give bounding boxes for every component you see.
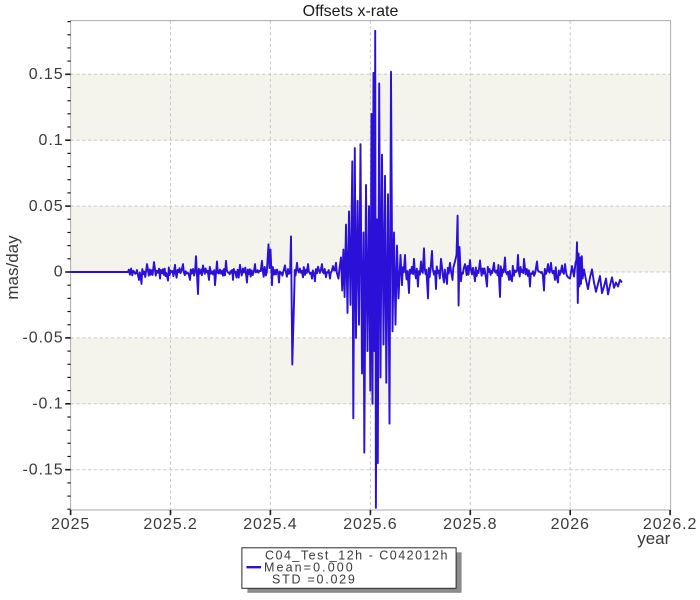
- svg-text:C04_Test_12h - C042012h: C04_Test_12h - C042012h: [265, 548, 449, 562]
- svg-text:2025.4: 2025.4: [243, 516, 297, 533]
- svg-text:-0.05: -0.05: [23, 330, 64, 347]
- svg-text:2025.6: 2025.6: [343, 516, 397, 533]
- svg-text:-0.15: -0.15: [23, 461, 64, 478]
- svg-text:2025.8: 2025.8: [443, 516, 497, 533]
- svg-text:year: year: [637, 529, 670, 548]
- svg-text:-0.1: -0.1: [32, 396, 63, 413]
- svg-text:2025.2: 2025.2: [143, 516, 197, 533]
- svg-text:0.15: 0.15: [29, 66, 64, 83]
- svg-text:2026: 2026: [551, 516, 590, 533]
- svg-text:0: 0: [54, 264, 64, 281]
- svg-text:Mean=0.000: Mean=0.000: [264, 561, 355, 575]
- svg-text:mas/day: mas/day: [3, 235, 22, 300]
- svg-text:0.1: 0.1: [39, 132, 64, 149]
- svg-text:2026.2: 2026.2: [643, 516, 697, 533]
- svg-text:2025: 2025: [51, 516, 90, 533]
- svg-text:STD =0.029: STD =0.029: [272, 572, 357, 586]
- svg-text:0.05: 0.05: [29, 198, 64, 215]
- svg-text:Offsets x-rate: Offsets x-rate: [303, 3, 399, 20]
